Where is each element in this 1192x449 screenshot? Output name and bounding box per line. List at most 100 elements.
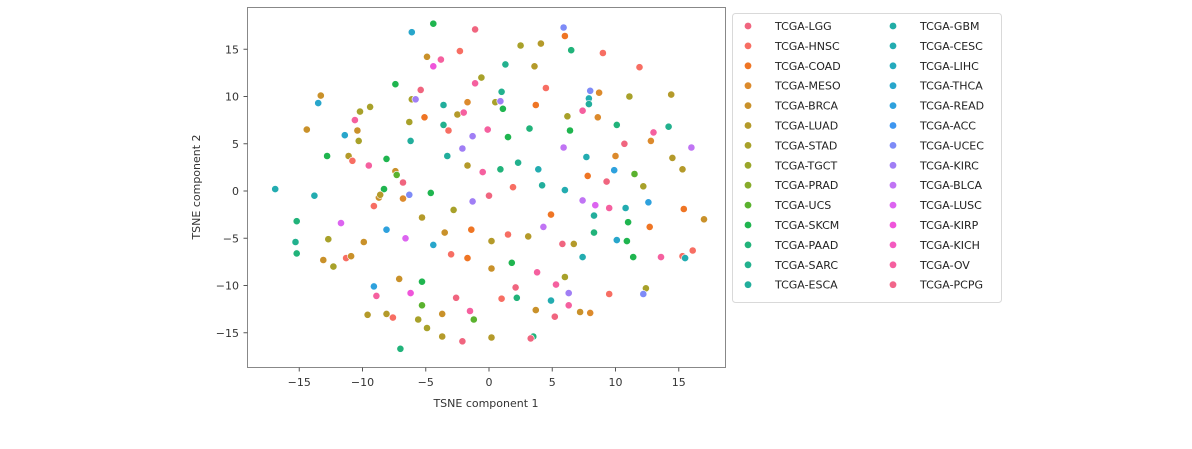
data-point	[583, 171, 592, 180]
x-axis-label: TSNE component 1	[432, 397, 538, 410]
data-point	[314, 99, 323, 107]
legend-marker-icon	[889, 42, 897, 50]
data-point	[578, 253, 587, 261]
data-point	[467, 225, 476, 234]
data-point	[418, 277, 426, 286]
data-point	[621, 204, 630, 212]
data-point	[501, 60, 510, 69]
legend-label: TCGA-COAD	[774, 60, 841, 73]
data-point	[405, 118, 414, 126]
legend-item: TCGA-KIRP	[889, 219, 979, 232]
legend-label: TCGA-KICH	[919, 239, 980, 252]
data-point	[504, 133, 512, 141]
data-point	[531, 306, 540, 314]
data-point	[531, 101, 540, 109]
data-point	[354, 136, 363, 145]
data-point	[605, 204, 614, 212]
legend-item: TCGA-LIHC	[889, 60, 979, 73]
legend-item: TCGA-READ	[889, 100, 984, 113]
data-point	[396, 344, 405, 353]
legend-label: TCGA-ESCA	[774, 279, 838, 292]
legend-label: TCGA-CESC	[919, 40, 983, 53]
legend-label: TCGA-UCS	[774, 199, 831, 212]
data-point	[382, 225, 391, 234]
data-point	[678, 165, 687, 174]
legend-item: TCGA-CESC	[889, 40, 983, 53]
legend-label: TCGA-UCEC	[919, 139, 984, 152]
data-point	[392, 170, 401, 179]
data-point	[624, 218, 632, 227]
data-point	[504, 230, 512, 239]
data-point	[463, 98, 472, 107]
x-tick-label: −10	[351, 376, 374, 389]
legend-label: TCGA-OV	[919, 259, 970, 272]
data-point	[552, 280, 560, 289]
legend: TCGA-LGG TCGA-HNSC TCGA-COAD TCGA-MESO TCGA-…	[732, 13, 1002, 303]
data-point	[347, 252, 355, 261]
data-point	[356, 107, 364, 116]
data-point	[406, 289, 415, 297]
data-point	[310, 191, 319, 200]
data-point	[382, 154, 391, 163]
data-point	[477, 73, 486, 82]
legend-marker-icon	[744, 161, 752, 169]
legend-label: TCGA-LIHC	[919, 60, 979, 73]
legend-label: TCGA-LUSC	[919, 199, 982, 212]
data-point	[496, 165, 505, 174]
legend-marker-icon	[744, 221, 752, 229]
data-point	[567, 46, 576, 55]
data-point	[514, 158, 522, 167]
x-tick-label: −5	[418, 376, 434, 389]
data-point	[483, 125, 492, 134]
data-point	[382, 309, 391, 318]
data-point	[612, 121, 621, 129]
y-axis-label: TSNE component 2	[190, 134, 203, 240]
y-tick-label: 15	[225, 43, 239, 56]
data-point	[524, 232, 533, 241]
data-point	[582, 153, 591, 161]
y-tick-label: 10	[225, 91, 239, 104]
data-point	[353, 126, 362, 135]
legend-label: TCGA-LUAD	[774, 120, 838, 133]
data-point	[407, 28, 416, 37]
legend-item: TCGA-PRAD	[744, 179, 838, 192]
data-point	[463, 161, 472, 170]
data-point	[564, 289, 573, 297]
data-point	[471, 25, 479, 34]
scatter-points	[271, 19, 708, 353]
data-point	[429, 240, 438, 249]
data-point	[436, 55, 445, 64]
data-point	[439, 101, 448, 109]
data-point	[388, 313, 397, 322]
legend-frame	[732, 13, 1002, 303]
legend-item: TCGA-TGCT	[744, 159, 837, 172]
legend-label: TCGA-STAD	[774, 139, 837, 152]
legend-item: TCGA-GBM	[889, 20, 980, 33]
data-point	[561, 273, 569, 281]
y-tick-label: 0	[232, 185, 239, 198]
legend-item: TCGA-UCEC	[889, 139, 984, 152]
data-point	[561, 32, 569, 40]
data-point	[688, 246, 697, 255]
legend-marker-icon	[744, 42, 752, 50]
data-point	[359, 238, 368, 246]
data-point	[547, 210, 555, 219]
data-point	[350, 116, 359, 124]
data-point	[559, 143, 568, 152]
y-tick-label: −15	[216, 327, 239, 340]
data-point	[576, 308, 584, 316]
legend-marker-icon	[889, 161, 897, 169]
legend-marker-icon	[744, 181, 752, 189]
legend-marker-icon	[744, 201, 752, 209]
data-point	[366, 103, 374, 111]
data-point	[292, 249, 301, 258]
data-point	[525, 124, 534, 133]
data-point	[292, 217, 301, 226]
data-point	[611, 152, 620, 160]
data-point	[530, 62, 539, 71]
legend-items: TCGA-LGG TCGA-HNSC TCGA-COAD TCGA-MESO TCGA-…	[744, 20, 984, 292]
data-point	[452, 293, 460, 302]
legend-item: TCGA-LGG	[744, 20, 832, 33]
data-point	[625, 92, 634, 101]
legend-item: TCGA-LUSC	[889, 199, 982, 212]
